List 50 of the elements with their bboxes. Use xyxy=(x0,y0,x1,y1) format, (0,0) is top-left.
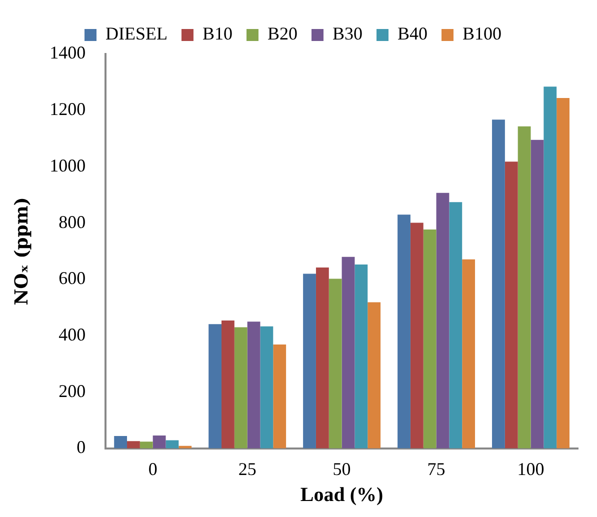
y-tick-label: 1200 xyxy=(50,99,86,120)
bar xyxy=(398,214,410,448)
bar xyxy=(152,435,166,448)
bar xyxy=(462,259,476,448)
x-tick-label: 0 xyxy=(148,458,158,479)
bar xyxy=(530,140,544,448)
bar xyxy=(342,256,355,448)
bar xyxy=(556,98,570,448)
bar xyxy=(423,230,436,448)
y-tick-label: 600 xyxy=(58,268,86,288)
bar xyxy=(316,268,329,448)
y-tick-label: 200 xyxy=(58,380,86,401)
legend-label: B40 xyxy=(398,24,428,44)
bar xyxy=(140,442,153,448)
bar xyxy=(544,86,557,448)
bar xyxy=(273,344,286,448)
bar xyxy=(328,278,342,448)
bar xyxy=(247,322,260,448)
bar xyxy=(260,326,274,448)
legend-label: B20 xyxy=(267,24,298,44)
x-tick-label: 100 xyxy=(517,458,544,479)
x-tick-label: 75 xyxy=(427,458,446,479)
legend-label: DIESEL xyxy=(105,24,168,44)
bar xyxy=(492,120,505,448)
bar xyxy=(518,126,531,448)
legend-label: B10 xyxy=(202,24,232,44)
bar xyxy=(208,324,222,448)
legend-label: B100 xyxy=(462,24,502,44)
legend-label: B30 xyxy=(332,24,363,44)
bar xyxy=(449,202,462,448)
bar xyxy=(234,327,248,448)
bar xyxy=(127,441,140,448)
y-tick-label: 1000 xyxy=(50,155,86,176)
y-tick-label: 800 xyxy=(58,212,86,232)
y-axis-title: NOₓ (ppm) xyxy=(11,197,32,306)
bar xyxy=(221,320,234,448)
bar xyxy=(303,274,316,448)
bar xyxy=(354,264,368,448)
bar xyxy=(166,440,179,448)
y-tick-label: 1400 xyxy=(50,42,86,63)
x-axis-title: Load (%) xyxy=(300,484,384,506)
bar xyxy=(410,222,424,448)
y-tick-label: 400 xyxy=(58,324,86,344)
y-tick-label: 0 xyxy=(76,437,86,458)
bar xyxy=(436,192,450,448)
bar xyxy=(114,436,128,448)
x-tick-label: 25 xyxy=(238,458,256,479)
bar xyxy=(368,302,381,448)
x-tick-label: 50 xyxy=(332,458,351,479)
bar xyxy=(504,162,518,448)
